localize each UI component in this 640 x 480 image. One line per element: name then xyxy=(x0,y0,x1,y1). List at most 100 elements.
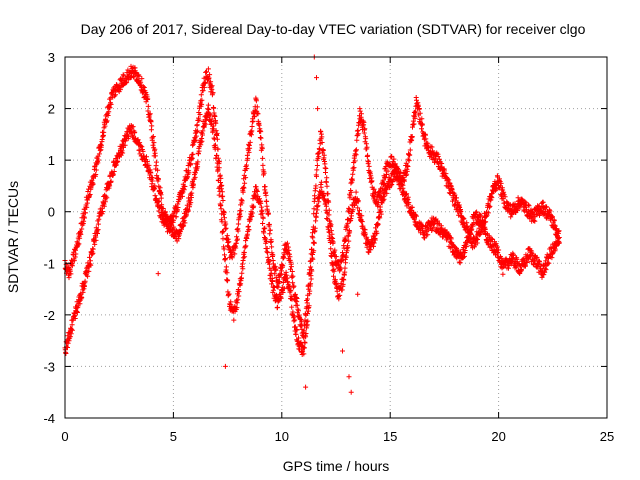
data-point xyxy=(209,83,215,89)
data-point xyxy=(416,106,422,111)
data-point xyxy=(240,261,245,267)
data-point xyxy=(311,211,317,217)
data-point xyxy=(222,256,228,261)
data-point xyxy=(474,209,480,215)
data-point xyxy=(115,159,121,165)
data-point xyxy=(328,228,334,234)
data-point xyxy=(358,111,364,117)
data-point xyxy=(240,266,246,272)
data-point xyxy=(290,273,296,279)
x-tick-label: 20 xyxy=(491,429,505,444)
data-point xyxy=(289,304,295,310)
data-point xyxy=(401,178,407,184)
data-point xyxy=(81,214,87,220)
data-point xyxy=(368,247,374,253)
data-point xyxy=(281,252,287,258)
data-point xyxy=(523,263,528,269)
data-point xyxy=(404,191,410,197)
data-point xyxy=(364,234,370,240)
data-point xyxy=(176,236,182,242)
data-point xyxy=(259,210,265,216)
data-point xyxy=(366,249,372,255)
data-point xyxy=(207,72,213,78)
data-point xyxy=(264,198,270,204)
data-point xyxy=(502,262,508,268)
data-point xyxy=(366,170,372,176)
data-point xyxy=(200,128,206,134)
data-point xyxy=(65,345,70,350)
data-point xyxy=(74,310,80,315)
data-point xyxy=(513,263,519,269)
data-point xyxy=(280,263,286,269)
data-point xyxy=(308,258,314,264)
data-point xyxy=(321,152,327,158)
data-point xyxy=(320,148,326,153)
data-point xyxy=(293,331,299,337)
outlier-point xyxy=(303,384,309,390)
data-point xyxy=(265,250,271,256)
data-point xyxy=(377,204,383,210)
data-point xyxy=(189,155,195,161)
data-point xyxy=(384,190,390,196)
data-point xyxy=(508,214,514,220)
data-point xyxy=(270,261,276,267)
data-point xyxy=(77,235,83,241)
data-point xyxy=(345,220,351,226)
data-point xyxy=(436,156,442,162)
data-point xyxy=(379,195,384,200)
data-point xyxy=(261,170,267,176)
data-point xyxy=(69,263,75,269)
data-point xyxy=(340,252,346,258)
data-point xyxy=(330,267,336,273)
data-point xyxy=(298,317,304,323)
data-point xyxy=(259,146,265,152)
data-point xyxy=(330,239,336,245)
data-point xyxy=(261,226,267,232)
x-tick-label: 0 xyxy=(61,429,68,444)
data-point xyxy=(302,317,308,323)
data-point xyxy=(264,238,270,244)
data-point xyxy=(369,178,375,184)
data-point xyxy=(331,268,337,274)
data-point xyxy=(240,184,246,190)
data-point xyxy=(300,348,306,354)
data-point xyxy=(225,236,231,242)
data-point xyxy=(223,264,229,270)
data-point xyxy=(308,251,314,257)
data-point xyxy=(93,167,99,173)
data-point xyxy=(278,295,284,301)
data-point xyxy=(173,214,179,220)
data-point xyxy=(290,280,296,286)
data-point xyxy=(407,152,413,158)
data-point xyxy=(235,228,241,234)
data-point xyxy=(241,185,247,191)
data-point xyxy=(165,224,171,230)
data-point xyxy=(487,203,493,209)
data-point xyxy=(302,340,308,346)
data-point xyxy=(111,169,117,174)
data-point xyxy=(281,255,287,261)
data-point xyxy=(350,167,356,173)
data-point xyxy=(316,195,322,201)
data-point xyxy=(75,242,81,248)
data-point xyxy=(247,139,253,145)
data-point xyxy=(108,178,114,184)
data-point xyxy=(362,227,368,233)
data-point xyxy=(104,195,110,201)
data-point xyxy=(138,143,144,149)
data-point xyxy=(66,275,72,281)
data-point xyxy=(217,172,223,178)
data-point xyxy=(214,130,220,136)
data-point xyxy=(110,171,116,177)
y-tick-label: 2 xyxy=(48,102,55,117)
data-point xyxy=(523,259,529,265)
data-point xyxy=(242,254,248,260)
data-point xyxy=(458,209,464,214)
data-point xyxy=(145,108,151,114)
data-point xyxy=(139,76,145,82)
data-point xyxy=(92,241,98,247)
data-point xyxy=(85,189,91,194)
data-point xyxy=(106,109,112,115)
data-point xyxy=(314,167,320,173)
data-point xyxy=(67,268,73,274)
